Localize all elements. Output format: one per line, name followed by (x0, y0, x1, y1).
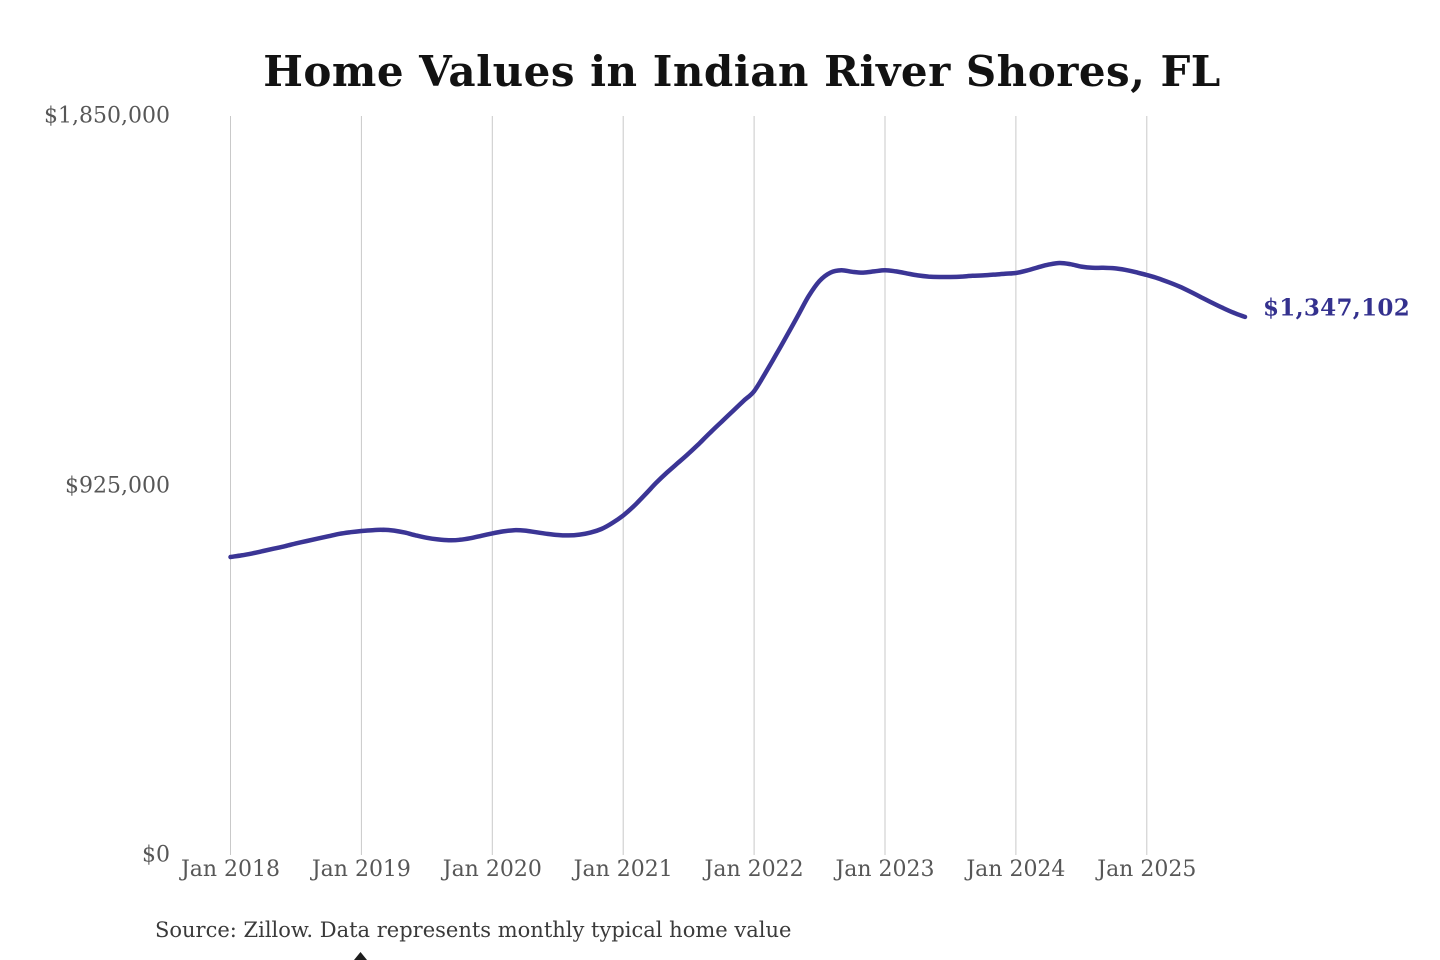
cropped-artifact (354, 952, 367, 960)
y-axis-tick-label: $1,850,000 (44, 103, 170, 129)
x-axis-tick-label: Jan 2025 (1097, 857, 1197, 882)
x-axis-tick-label: Jan 2022 (704, 857, 804, 882)
x-axis-tick-label: Jan 2023 (835, 857, 935, 882)
x-axis-tick-label: Jan 2024 (966, 857, 1066, 882)
end-value-label: $1,347,102 (1262, 294, 1411, 322)
source-note: Source: Zillow. Data represents monthly … (155, 918, 792, 942)
chart-title: Home Values in Indian River Shores, FL (263, 47, 1221, 96)
y-axis-tick-label: $925,000 (65, 473, 170, 498)
y-axis-tick-label: $0 (142, 842, 170, 868)
x-axis-tick-label: Jan 2018 (180, 857, 281, 882)
x-axis-tick-label: Jan 2019 (311, 857, 411, 882)
x-axis-tick-label: Jan 2021 (573, 857, 673, 882)
home-value-line-series (228, 260, 1248, 560)
x-axis-tick-label: Jan 2020 (442, 857, 542, 882)
gridlines-group (230, 116, 1148, 855)
